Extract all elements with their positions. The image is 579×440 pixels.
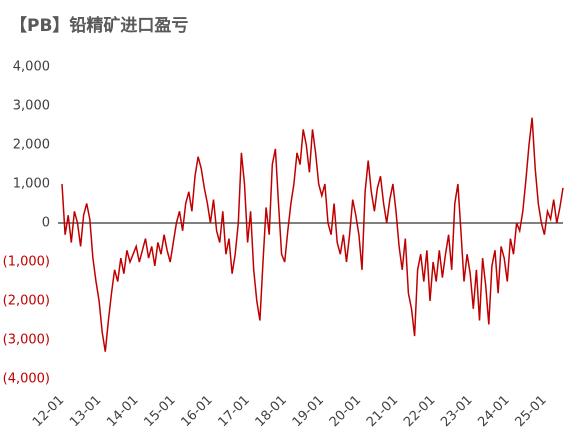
x-tick-label: 19-01 — [290, 393, 327, 430]
x-tick-label: 20-01 — [327, 393, 364, 430]
x-tick-label: 23-01 — [438, 393, 475, 430]
x-tick-label: 17-01 — [216, 393, 253, 430]
y-tick-label: 1,000 — [13, 177, 50, 192]
y-tick-label: 4,000 — [13, 60, 50, 75]
x-tick-label: 22-01 — [401, 393, 438, 430]
y-tick-label: (1,000) — [3, 255, 50, 270]
y-tick-label: 0 — [42, 216, 50, 231]
x-tick-label: 13-01 — [67, 393, 104, 430]
x-tick-label: 18-01 — [253, 393, 290, 430]
y-tick-label: (3,000) — [3, 333, 50, 348]
chart-title: 【PB】铅精矿进口盈亏 — [10, 15, 188, 36]
y-tick-label: 3,000 — [13, 99, 50, 114]
y-tick-label: (4,000) — [3, 372, 50, 387]
x-tick-label: 12-01 — [30, 393, 67, 430]
y-tick-label: 2,000 — [13, 138, 50, 153]
x-tick-label: 24-01 — [475, 393, 512, 430]
x-tick-label: 21-01 — [364, 393, 401, 430]
x-tick-label: 14-01 — [104, 393, 141, 430]
y-tick-label: (2,000) — [3, 294, 50, 309]
x-tick-label: 15-01 — [141, 393, 178, 430]
x-tick-label: 16-01 — [178, 393, 215, 430]
line — [61, 117, 564, 352]
x-tick-label: 25-01 — [512, 393, 549, 430]
